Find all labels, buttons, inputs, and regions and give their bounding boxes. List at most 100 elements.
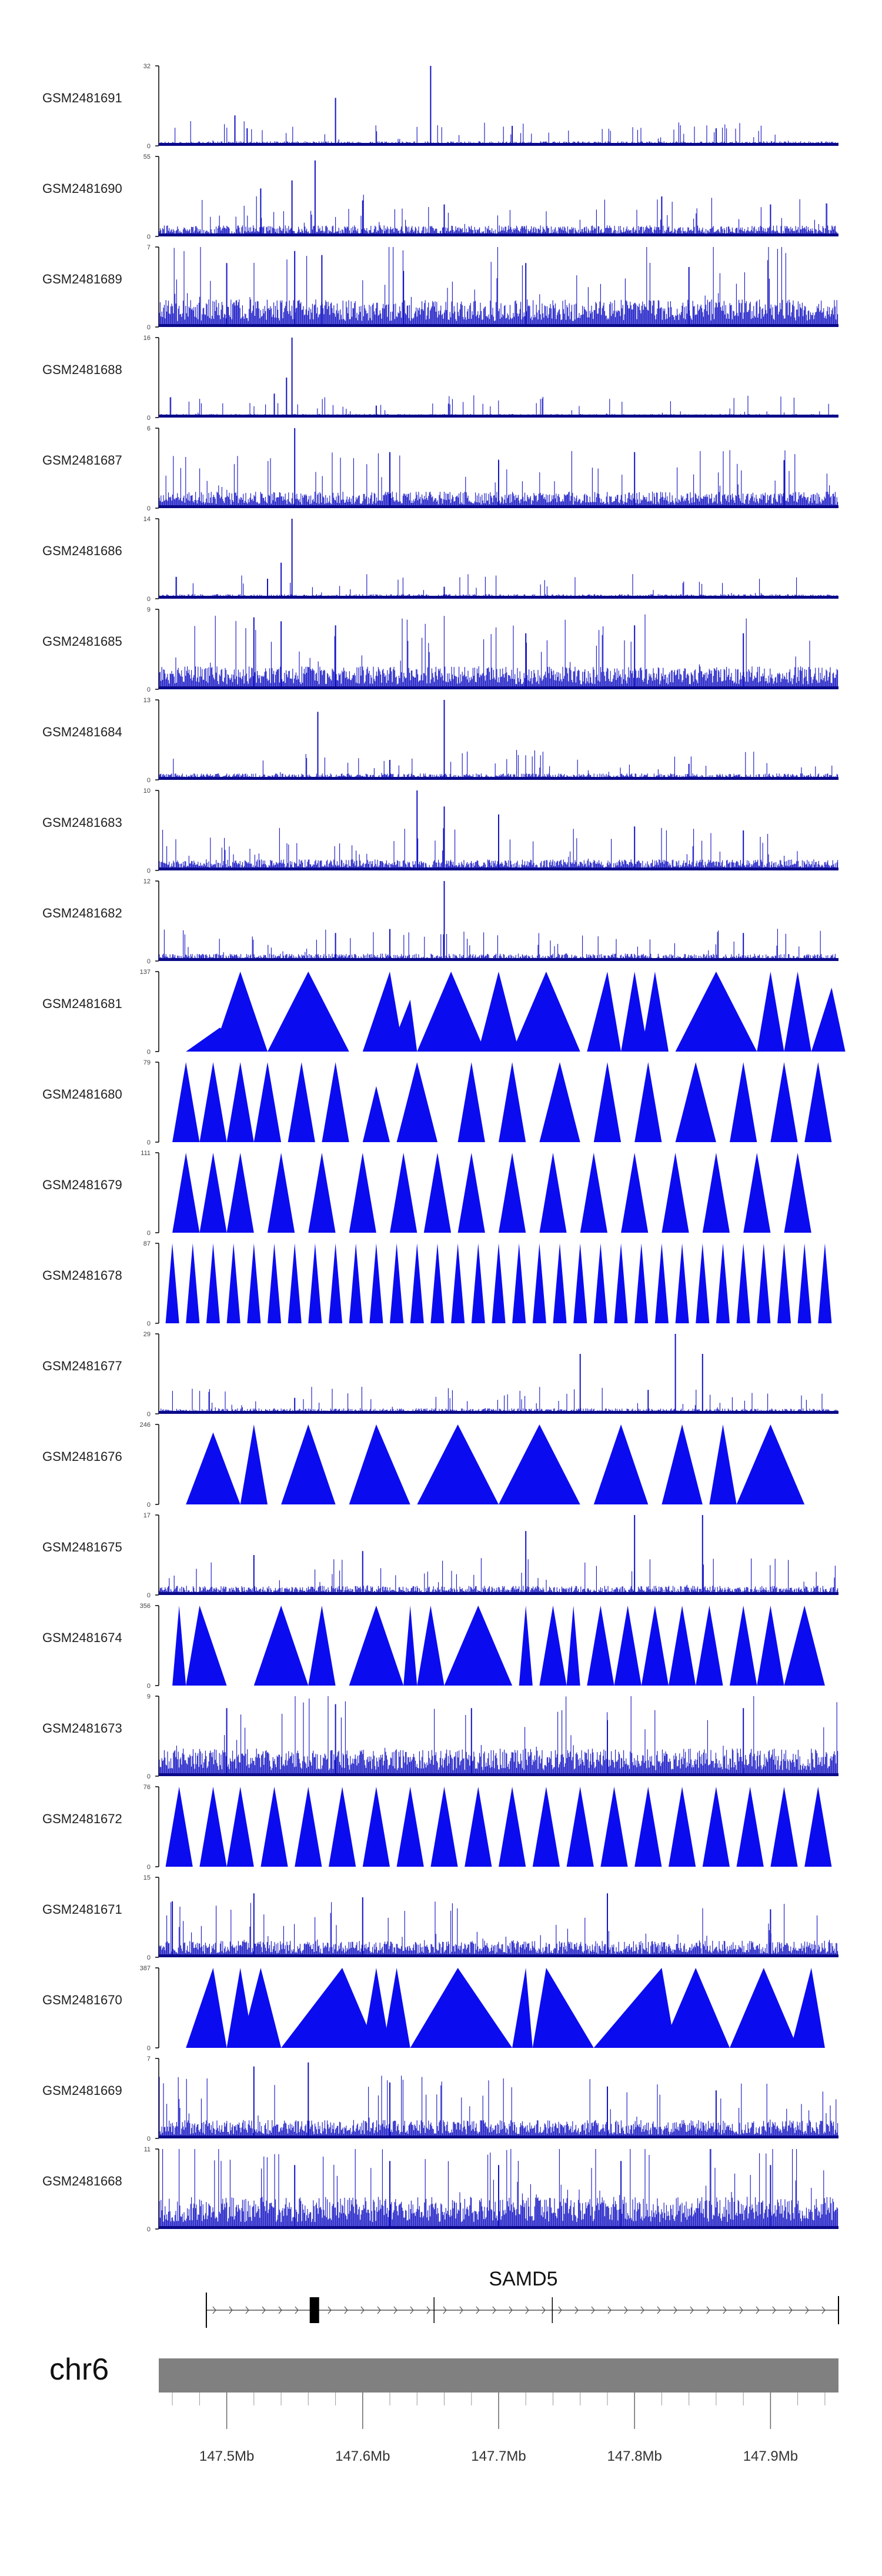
y-axis-max-label: 32 [143,63,151,70]
coverage-baseline [159,777,838,780]
peak-10 [641,972,669,1052]
y-axis-max-label: 6 [147,425,151,432]
peak-15 [770,1062,798,1142]
peak-15 [696,1606,723,1686]
y-axis-max-label: 14 [143,516,151,523]
peak-11 [730,1968,798,2048]
peak-8 [532,1968,594,2048]
track-GSM2481676: GSM2481676 246 0 [42,1422,805,1509]
peak-9 [593,1968,676,2048]
coverage-signal [159,121,838,146]
y-axis-min-label: 0 [147,505,151,512]
y-axis-max-label: 16 [143,335,151,342]
peak-0 [172,1606,186,1686]
coverage-baseline [159,505,838,508]
track-label: GSM2481689 [42,272,122,286]
peak-11 [675,972,757,1052]
y-axis-max-label: 7 [147,244,151,251]
y-axis-max-label: 12 [143,878,151,885]
coverage-peak-spikes [234,66,717,146]
coverage-signal [159,929,838,961]
peak-10 [566,1606,580,1686]
peak-14 [702,1153,730,1233]
peak-9 [465,1787,492,1867]
y-axis-min-label: 0 [147,1411,151,1418]
y-axis-min-label: 0 [147,324,151,331]
track-label: GSM2481679 [42,1177,122,1192]
peak-14 [451,1243,465,1323]
track-label: GSM2481687 [42,453,122,468]
y-axis-max-label: 76 [143,1784,151,1791]
coverage-baseline [159,867,838,870]
peak-4 [295,1787,322,1867]
peak-6 [478,972,519,1052]
peak-3 [362,972,404,1052]
track-GSM2481677: GSM2481677 29 0 [42,1331,838,1418]
peak-11 [390,1243,404,1323]
coverage-signal [159,750,838,780]
peak-1 [186,1243,200,1323]
y-axis-min-label: 0 [147,958,151,965]
peak-17 [736,1787,764,1867]
gene-track: SAMD5 [205,2268,839,2328]
peak-5 [417,972,485,1052]
coverage-baseline [159,233,838,236]
peak-5 [499,1424,580,1504]
peak-8 [519,1606,533,1686]
track-GSM2481684: GSM2481684 13 0 [42,697,838,784]
y-axis-max-label: 9 [147,1693,151,1700]
y-axis-max-label: 55 [143,154,151,161]
y-axis-max-label: 356 [140,1603,151,1610]
peak-16 [702,1787,730,1867]
peak-6 [417,1606,445,1686]
peak-7 [444,1606,513,1686]
coverage-baseline [159,2135,838,2138]
peak-1 [199,1062,227,1142]
peak-14 [811,987,846,1052]
peak-16 [784,1153,811,1233]
coordinate-minor-ticks [172,2393,826,2405]
peak-13 [641,1606,669,1686]
y-axis-max-label: 137 [140,969,151,976]
peak-28 [736,1243,750,1323]
peak-11 [593,1062,622,1142]
track-label: GSM2481670 [42,1993,122,2007]
y-axis-max-label: 246 [140,1422,151,1429]
track-label: GSM2481682 [42,906,122,920]
coverage-signal [159,614,838,689]
peak-0 [172,1062,200,1142]
track-GSM2481686: GSM2481686 14 0 [42,516,838,603]
peak-3 [268,1153,295,1233]
y-axis-min-label: 0 [147,1320,151,1327]
coverage-signal [159,1901,838,1957]
peak-6 [362,1086,390,1142]
y-axis-min-label: 0 [147,777,151,784]
coverage-baseline [159,1411,838,1414]
peak-0 [165,1243,179,1323]
peak-2 [226,1787,254,1867]
track-label: GSM2481676 [42,1449,122,1464]
peak-0 [186,1968,227,2048]
peak-31 [797,1243,811,1323]
peak-8 [457,1153,485,1233]
peak-6 [288,1243,302,1323]
peak-4 [390,999,417,1052]
track-label: GSM2481673 [42,1721,122,1736]
y-axis-min-label: 0 [147,1139,151,1146]
peak-12 [757,972,784,1052]
peak-20 [573,1243,587,1323]
peak-15 [743,1153,771,1233]
coverage-baseline [159,1592,838,1595]
peak-12 [410,1243,424,1323]
peak-5 [349,1153,376,1233]
coordinate-label-1: 147.6Mb [335,2448,390,2464]
track-label: GSM2481671 [42,1902,122,1917]
coverage-peak-spikes [273,338,377,418]
peak-2 [253,1606,309,1686]
peak-16 [492,1243,506,1323]
coordinate-label-4: 147.9Mb [743,2448,798,2464]
peak-29 [757,1243,771,1323]
peak-3 [260,1787,288,1867]
peak-5 [383,1968,410,2048]
peak-14 [730,1062,757,1142]
